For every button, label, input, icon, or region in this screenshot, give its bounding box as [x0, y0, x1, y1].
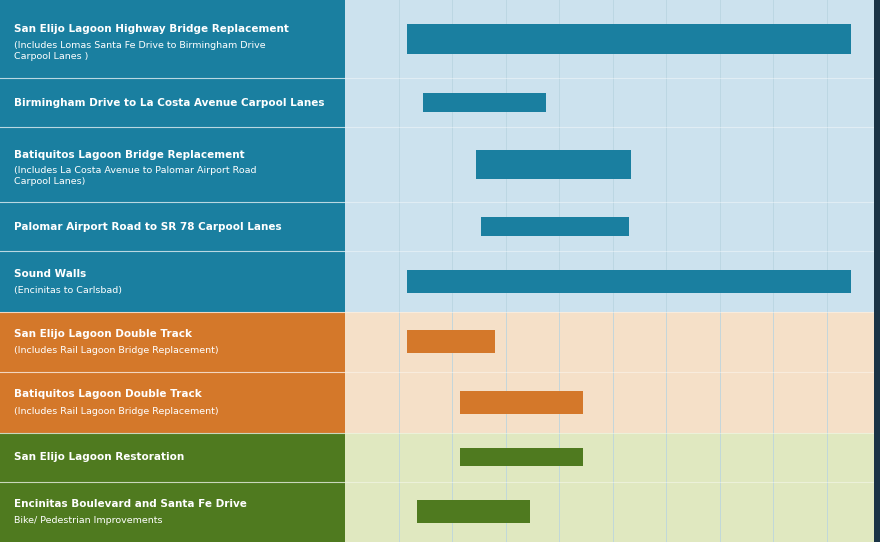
Bar [0, 433, 345, 481]
Text: Sound Walls: Sound Walls [14, 269, 86, 279]
Bar [345, 202, 880, 251]
Bar [407, 270, 851, 293]
Bar [345, 127, 880, 202]
Text: Birmingham Drive to La Costa Avenue Carpool Lanes: Birmingham Drive to La Costa Avenue Carp… [14, 98, 325, 108]
Bar [345, 481, 880, 542]
Bar [345, 78, 880, 127]
Bar [481, 217, 628, 236]
Bar [345, 372, 880, 433]
Bar [345, 251, 880, 312]
Bar [407, 24, 851, 54]
Text: Encinitas Boulevard and Santa Fe Drive: Encinitas Boulevard and Santa Fe Drive [14, 499, 246, 509]
Text: San Elijo Lagoon Double Track: San Elijo Lagoon Double Track [14, 329, 192, 339]
Bar [0, 78, 345, 127]
Bar [0, 372, 345, 433]
Bar [0, 127, 345, 202]
Bar [407, 331, 495, 353]
Text: San Elijo Lagoon Highway Bridge Replacement: San Elijo Lagoon Highway Bridge Replacem… [14, 24, 289, 34]
Bar [0, 0, 345, 78]
Text: (Includes La Costa Avenue to Palomar Airport Road
Carpool Lanes): (Includes La Costa Avenue to Palomar Air… [14, 166, 256, 186]
Text: (Includes Rail Lagoon Bridge Replacement): (Includes Rail Lagoon Bridge Replacement… [14, 346, 218, 356]
Bar [0, 202, 345, 251]
Bar [0, 312, 345, 372]
Text: (Encinitas to Carlsbad): (Encinitas to Carlsbad) [14, 286, 121, 295]
Text: Batiquitos Lagoon Double Track: Batiquitos Lagoon Double Track [14, 390, 202, 399]
Bar [476, 151, 631, 179]
Bar [422, 93, 546, 112]
Bar [460, 391, 583, 414]
Bar [345, 312, 880, 372]
Text: Palomar Airport Road to SR 78 Carpool Lanes: Palomar Airport Road to SR 78 Carpool La… [14, 222, 282, 231]
Text: Bike/ Pedestrian Improvements: Bike/ Pedestrian Improvements [14, 517, 162, 525]
Text: San Elijo Lagoon Restoration: San Elijo Lagoon Restoration [14, 452, 184, 462]
Bar [0, 251, 345, 312]
Bar [0, 481, 345, 542]
Bar [345, 433, 880, 481]
Bar [417, 500, 530, 523]
Bar [345, 0, 880, 78]
Text: Batiquitos Lagoon Bridge Replacement: Batiquitos Lagoon Bridge Replacement [14, 150, 245, 160]
Text: (Includes Rail Lagoon Bridge Replacement): (Includes Rail Lagoon Bridge Replacement… [14, 407, 218, 416]
Bar [460, 448, 583, 466]
Text: (Includes Lomas Santa Fe Drive to Birmingham Drive
Carpool Lanes ): (Includes Lomas Santa Fe Drive to Birmin… [14, 41, 266, 61]
